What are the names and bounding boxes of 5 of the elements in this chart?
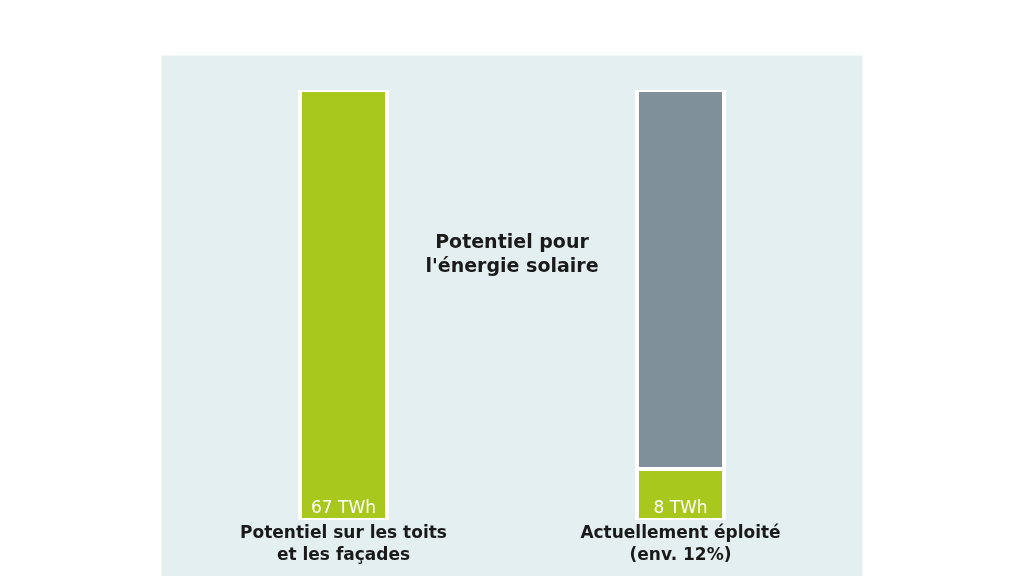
x-tick-label: Actuellement éploité (env. 12%): [580, 522, 781, 565]
data-label: 8 TWh: [653, 497, 708, 517]
text: Potentiel pour l'énergie solaire: [425, 229, 599, 277]
x-tick-label: Potentiel sur les toits et les façades: [240, 522, 447, 565]
data-label: 67 TWh: [310, 497, 377, 517]
